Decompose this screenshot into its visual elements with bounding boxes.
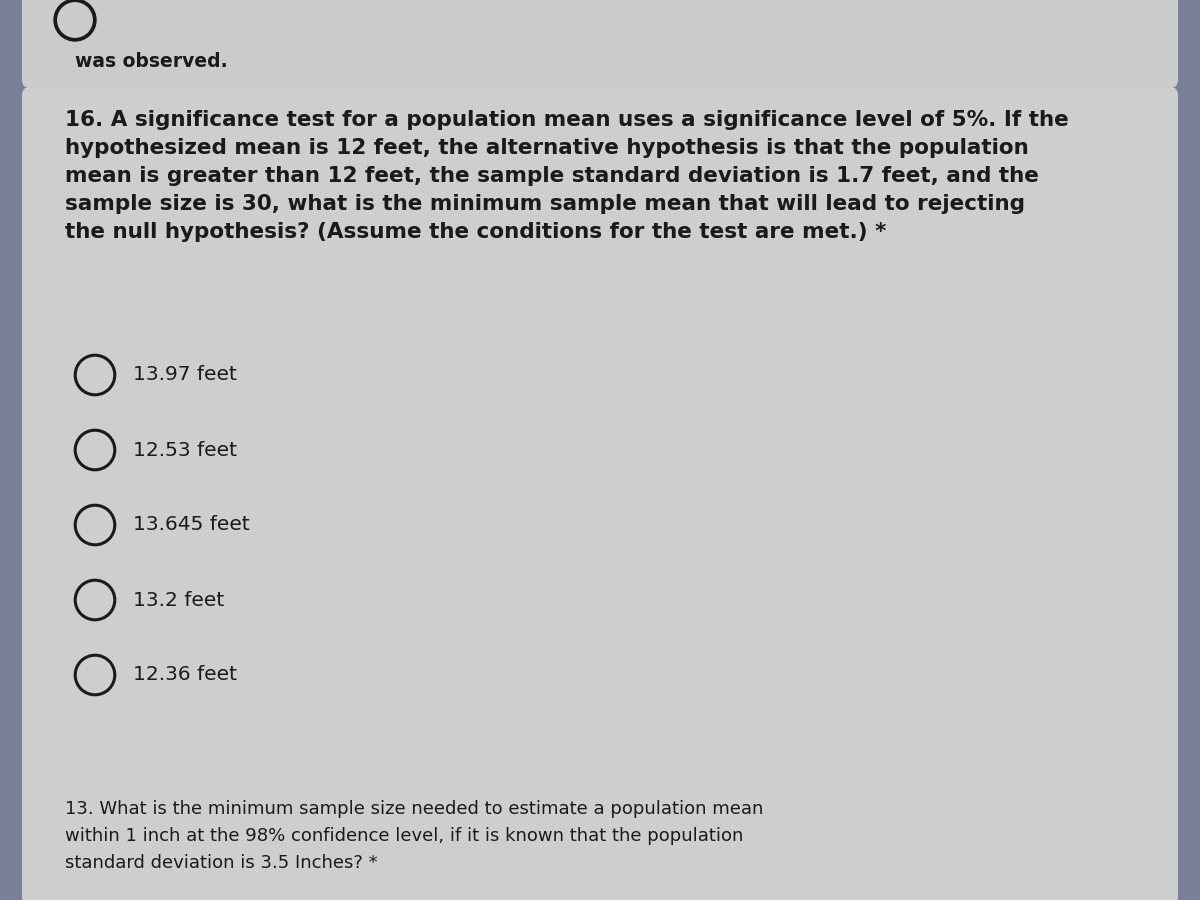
Text: 13.2 feet: 13.2 feet — [133, 590, 224, 609]
Text: 13.97 feet: 13.97 feet — [133, 365, 236, 384]
Text: 16. A significance test for a population mean uses a significance level of 5%. I: 16. A significance test for a population… — [65, 110, 1069, 242]
FancyBboxPatch shape — [22, 0, 1178, 88]
FancyBboxPatch shape — [22, 87, 1178, 803]
Text: 12.36 feet: 12.36 feet — [133, 665, 236, 685]
Text: 13. What is the minimum sample size needed to estimate a population mean
within : 13. What is the minimum sample size need… — [65, 800, 763, 872]
Text: 12.53 feet: 12.53 feet — [133, 440, 236, 460]
Text: 13.645 feet: 13.645 feet — [133, 516, 250, 535]
FancyBboxPatch shape — [22, 777, 1178, 900]
Text: was observed.: was observed. — [74, 52, 228, 71]
